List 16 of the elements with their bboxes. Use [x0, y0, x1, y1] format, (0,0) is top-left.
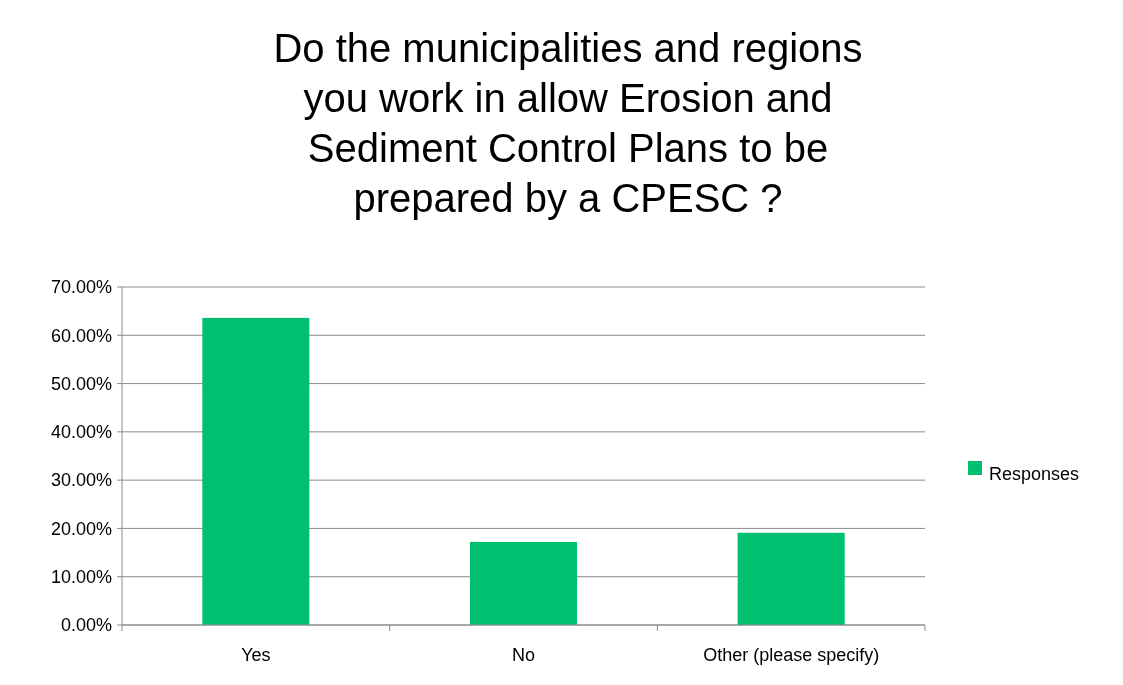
y-tick-label: 20.00%	[50, 518, 112, 539]
legend-label: Responses	[989, 464, 1080, 485]
y-tick-label: 50.00%	[50, 373, 112, 394]
x-tick-label: No	[511, 645, 536, 665]
y-tick-label: 0.00%	[60, 615, 112, 636]
y-tick-label: 10.00%	[50, 567, 112, 588]
y-tick-label: 30.00%	[50, 470, 112, 491]
y-tick-label: 70.00%	[50, 277, 112, 298]
x-tick-label: Yes	[241, 645, 271, 665]
x-tick-label: Other (please specify)	[703, 645, 880, 665]
y-tick-label: 40.00%	[50, 422, 112, 443]
bar	[202, 317, 310, 625]
y-tick-label: 60.00%	[50, 325, 112, 346]
chart-title: Do the municipalities and regions you work in allow Erosion and Sediment Control Plans to be prepared by a CPESC ?	[273, 26, 863, 220]
bar	[469, 541, 578, 625]
bar	[737, 532, 845, 625]
